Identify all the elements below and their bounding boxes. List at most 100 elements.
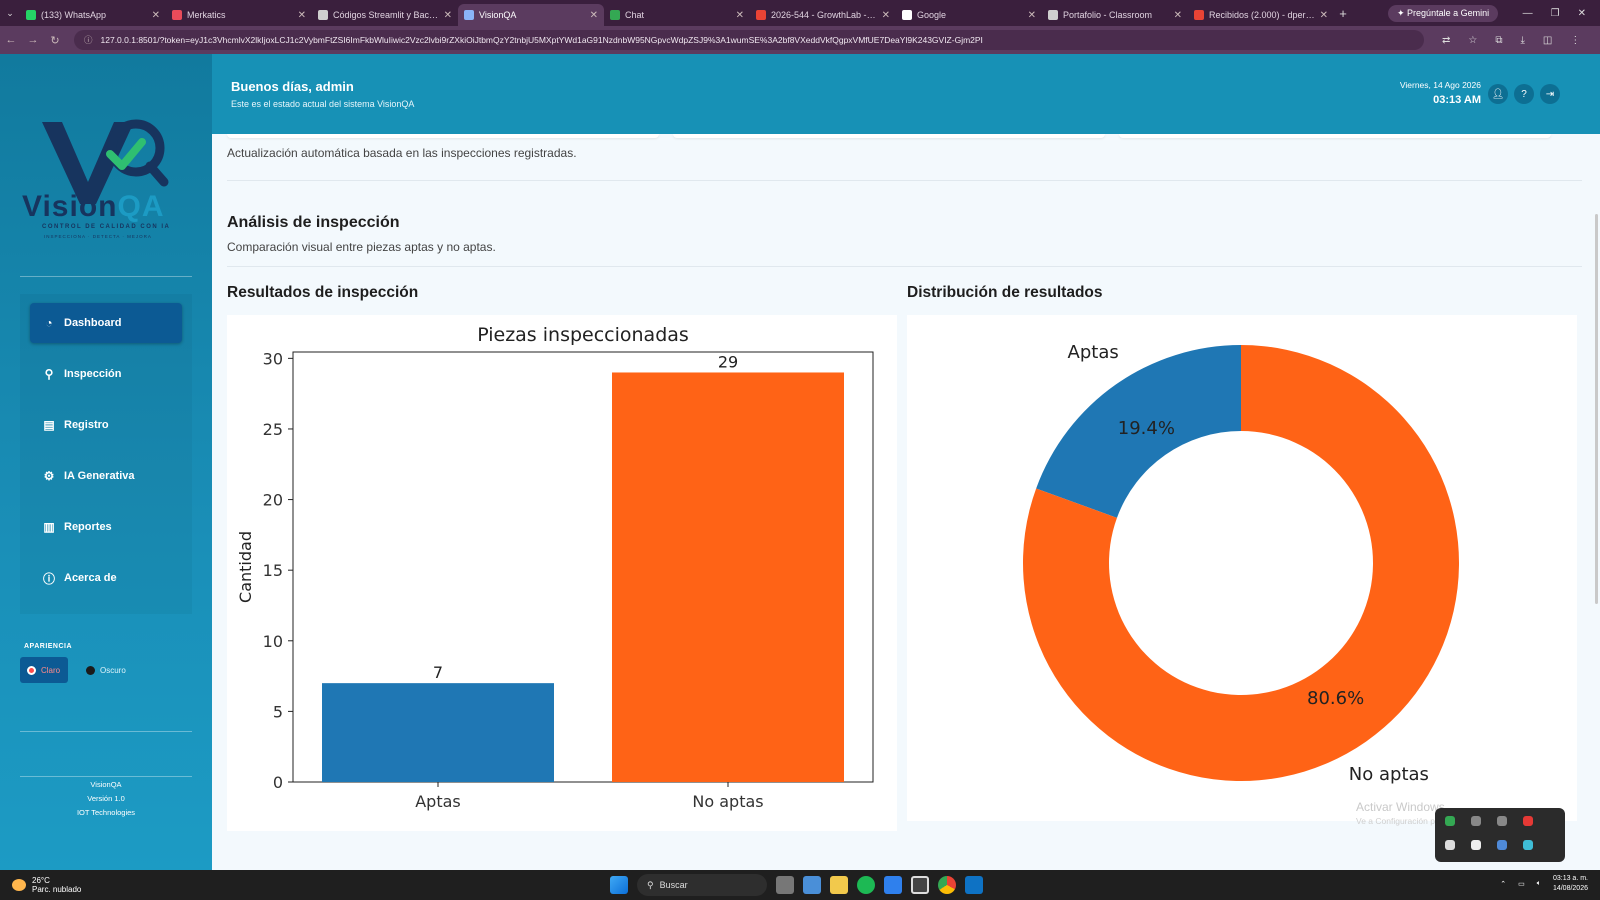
sidebar-item-dashboard[interactable]: ◔ Dashboard	[30, 303, 182, 343]
tray-app-icon[interactable]	[1497, 840, 1507, 850]
new-tab-button[interactable]: +	[1339, 5, 1347, 21]
browser-tab[interactable]: 2026-544 - GrowthLab - Vision✕	[750, 4, 896, 26]
translate-icon[interactable]: ⇄	[1442, 34, 1451, 46]
gemini-button[interactable]: ✦ Pregúntale a Gemini	[1388, 4, 1499, 22]
tab-favicon-icon	[902, 10, 912, 20]
url-field[interactable]: ⓘ 127.0.0.1:8501/?token=eyJ1c3VhcmlvX2lkI…	[74, 30, 1424, 50]
gear-icon: ⚙	[43, 469, 55, 483]
file-explorer-icon[interactable]	[830, 876, 848, 894]
donut-label: No aptas	[1349, 764, 1429, 785]
window-controls: — ❐ ✕	[1523, 8, 1600, 19]
back-icon[interactable]: ←	[5, 34, 17, 46]
browser-tab[interactable]: Portafolio - Classroom ✕	[1042, 4, 1188, 26]
store-icon[interactable]	[803, 876, 821, 894]
y-tick-label: 10	[263, 632, 283, 651]
donut-slice-no-aptas	[1023, 345, 1459, 781]
browser-tab[interactable]: Google ✕	[896, 4, 1042, 26]
bar-chart-frame	[292, 351, 874, 783]
browser-tab[interactable]: (133) WhatsApp ✕	[20, 4, 166, 26]
extensions-icon[interactable]: ⧉	[1495, 34, 1503, 46]
sidebar-item-ia-generativa[interactable]: ⚙ IA Generativa	[43, 469, 135, 483]
sidebar-divider	[20, 731, 192, 732]
chrome-icon[interactable]	[938, 876, 956, 894]
volume-icon[interactable]: 🔈︎	[1536, 880, 1541, 887]
browser-tab[interactable]: Merkatics ✕	[166, 4, 312, 26]
y-tick-label: 0	[273, 773, 283, 792]
reload-icon[interactable]: ↻	[50, 34, 60, 47]
vscode-icon[interactable]	[965, 876, 983, 894]
browser-tab[interactable]: Chat ✕	[604, 4, 750, 26]
notepad-icon[interactable]	[884, 876, 902, 894]
brand-tagline: CONTROL DE CALIDAD CON IA	[42, 224, 171, 230]
tray-overflow-popup	[1435, 808, 1565, 862]
system-tray: ⌃ ▭ 🔈︎ 03:13 a. m. 14/08/2026	[1500, 874, 1588, 894]
sidebar-item-acerca-de[interactable]: ⓘ Acerca de	[42, 571, 117, 586]
browser-menu-icon[interactable]: ⋮	[1570, 34, 1581, 46]
browser-tab[interactable]: Recibidos (2.000) - dperez323@✕	[1188, 4, 1334, 26]
page-scrollbar[interactable]	[1595, 214, 1598, 604]
tab-favicon-icon	[26, 10, 36, 20]
taskbar-apps: ⚲ Buscar	[610, 874, 983, 896]
close-tab-icon[interactable]: ✕	[151, 9, 160, 21]
spotify-icon[interactable]	[857, 876, 875, 894]
tab-favicon-icon	[1194, 10, 1204, 20]
close-tab-icon[interactable]: ✕	[1027, 9, 1036, 21]
tab-search-chevron-icon[interactable]: ⌄	[6, 7, 14, 18]
close-window-icon[interactable]: ✕	[1577, 7, 1586, 19]
theme-light-radio[interactable]: Claro	[20, 657, 68, 683]
tray-app-icon[interactable]	[1523, 816, 1533, 826]
taskbar-search[interactable]: ⚲ Buscar	[637, 874, 767, 896]
task-view-icon[interactable]	[776, 876, 794, 894]
close-tab-icon[interactable]: ✕	[589, 9, 598, 21]
app-header: Buenos días, admin Este es el estado act…	[212, 54, 1600, 134]
profile-icon[interactable]: ◫	[1542, 34, 1553, 46]
download-icon[interactable]: ⤓	[1520, 34, 1525, 46]
close-tab-icon[interactable]: ✕	[1173, 9, 1182, 21]
close-tab-icon[interactable]: ✕	[881, 9, 890, 21]
browser-tab[interactable]: VisionQA ✕	[458, 4, 604, 26]
tray-chevron-icon[interactable]: ⌃	[1500, 881, 1507, 888]
sidebar-item-reportes[interactable]: ▥ Reportes	[43, 520, 112, 534]
forward-icon[interactable]: →	[27, 34, 39, 46]
taskbar-clock[interactable]: 03:13 a. m. 14/08/2026	[1552, 875, 1588, 892]
theme-dark-radio[interactable]: Oscuro	[86, 657, 126, 683]
help-icon[interactable]: ?	[1514, 84, 1534, 104]
network-icon[interactable]: ▭	[1518, 881, 1525, 888]
tray-app-icon[interactable]	[1445, 816, 1455, 826]
tray-app-icon[interactable]	[1445, 840, 1455, 850]
tray-app-icon[interactable]	[1471, 840, 1481, 850]
minimize-icon[interactable]: —	[1522, 7, 1533, 19]
capcut-icon[interactable]	[911, 876, 929, 894]
appearance-title: APARIENCIA	[24, 643, 73, 650]
search-icon: ⚲	[647, 879, 654, 890]
close-tab-icon[interactable]: ✕	[297, 9, 306, 21]
greeting-subtitle: Este es el estado actual del sistema Vis…	[231, 99, 415, 109]
close-tab-icon[interactable]: ✕	[735, 9, 744, 21]
bar-chart: Piezas inspeccionadas 0 5 10 15 20 25 30 Cantida…	[236, 324, 874, 811]
metric-card	[227, 134, 659, 138]
visionqa-logo	[42, 119, 169, 204]
logout-icon[interactable]: ⇥	[1540, 84, 1560, 104]
bar-no-aptas	[612, 372, 844, 782]
bookmark-star-icon[interactable]: ☆	[1468, 34, 1478, 46]
user-icon[interactable]: 👤︎	[1488, 84, 1508, 104]
pie-chart-panel: Aptas 19.4% No aptas 80.6%	[907, 315, 1577, 821]
sidebar-item-inspecci-n[interactable]: ⚲ Inspección	[30, 354, 182, 394]
x-tick-label: No aptas	[692, 792, 763, 811]
main-content: Actualización automática basada en las i…	[212, 134, 1600, 870]
browser-tab[interactable]: Códigos Streamlit y Backend ✕	[312, 4, 458, 26]
analysis-title: Análisis de inspección	[227, 214, 400, 231]
windows-start-icon[interactable]	[610, 876, 628, 894]
tray-app-icon[interactable]	[1471, 816, 1481, 826]
tray-app-icon[interactable]	[1523, 840, 1533, 850]
tab-favicon-icon	[756, 10, 766, 20]
site-info-icon[interactable]: ⓘ	[84, 35, 93, 45]
close-tab-icon[interactable]: ✕	[443, 9, 452, 21]
tab-favicon-icon	[464, 10, 474, 20]
restore-icon[interactable]: ❐	[1550, 7, 1560, 19]
weather-widget[interactable]: 26°C Parc. nublado	[12, 876, 81, 894]
close-tab-icon[interactable]: ✕	[1319, 9, 1328, 21]
y-tick-label: 30	[263, 349, 283, 368]
sidebar-item-registro[interactable]: ▤ Registro	[43, 418, 109, 432]
tray-app-icon[interactable]	[1497, 816, 1507, 826]
